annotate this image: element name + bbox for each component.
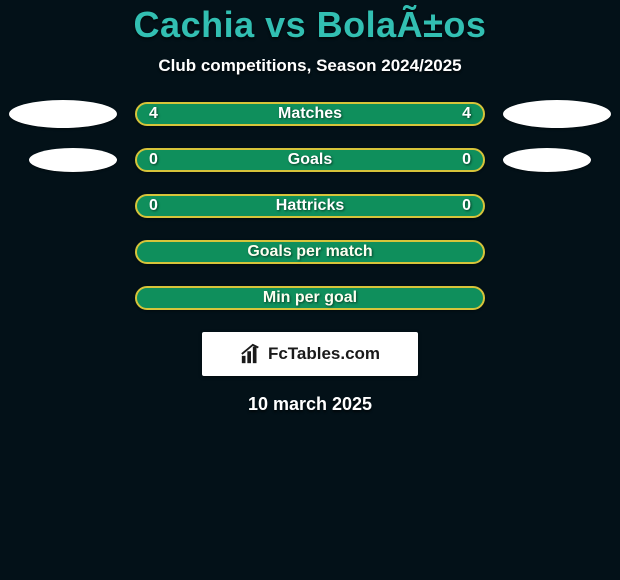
spacer: [9, 206, 117, 207]
logo-text: FcTables.com: [268, 344, 380, 364]
stat-bar: 4 Matches 4: [135, 102, 485, 126]
stat-name: Hattricks: [276, 197, 344, 215]
stat-value-left: 0: [149, 151, 158, 169]
spacer: [503, 206, 611, 207]
stat-row: 0 Hattricks 0: [0, 194, 620, 218]
spacer: [503, 298, 611, 299]
stat-value-right: 4: [462, 105, 471, 123]
page-title: Cachia vs BolaÃ±os: [0, 4, 620, 46]
stat-row: 0 Goals 0: [0, 148, 620, 172]
spacer: [9, 298, 117, 299]
date-line: 10 march 2025: [0, 394, 620, 415]
stat-name: Matches: [278, 105, 342, 123]
stat-name: Goals per match: [247, 243, 372, 261]
subtitle: Club competitions, Season 2024/2025: [0, 56, 620, 76]
stat-value-left: 0: [149, 197, 158, 215]
player-left-marker: [29, 148, 117, 172]
stat-name: Goals: [288, 151, 332, 169]
stat-bar: 0 Goals 0: [135, 148, 485, 172]
comparison-panel: Cachia vs BolaÃ±os Club competitions, Se…: [0, 0, 620, 580]
stat-row: Min per goal: [0, 286, 620, 310]
player-left-marker: [9, 100, 117, 128]
stat-value-right: 0: [462, 151, 471, 169]
bar-chart-icon: [240, 343, 262, 365]
stat-bar: Goals per match: [135, 240, 485, 264]
stat-rows: 4 Matches 4 0 Goals 0 0 Hattricks 0 Goals per mat…: [0, 102, 620, 310]
stat-row: 4 Matches 4: [0, 102, 620, 126]
player-right-marker: [503, 100, 611, 128]
stat-name: Min per goal: [263, 289, 357, 307]
stat-value-left: 4: [149, 105, 158, 123]
stat-bar: Min per goal: [135, 286, 485, 310]
stat-bar: 0 Hattricks 0: [135, 194, 485, 218]
spacer: [503, 252, 611, 253]
stat-row: Goals per match: [0, 240, 620, 264]
stat-value-right: 0: [462, 197, 471, 215]
spacer: [9, 252, 117, 253]
player-right-marker: [503, 148, 591, 172]
site-logo[interactable]: FcTables.com: [202, 332, 418, 376]
